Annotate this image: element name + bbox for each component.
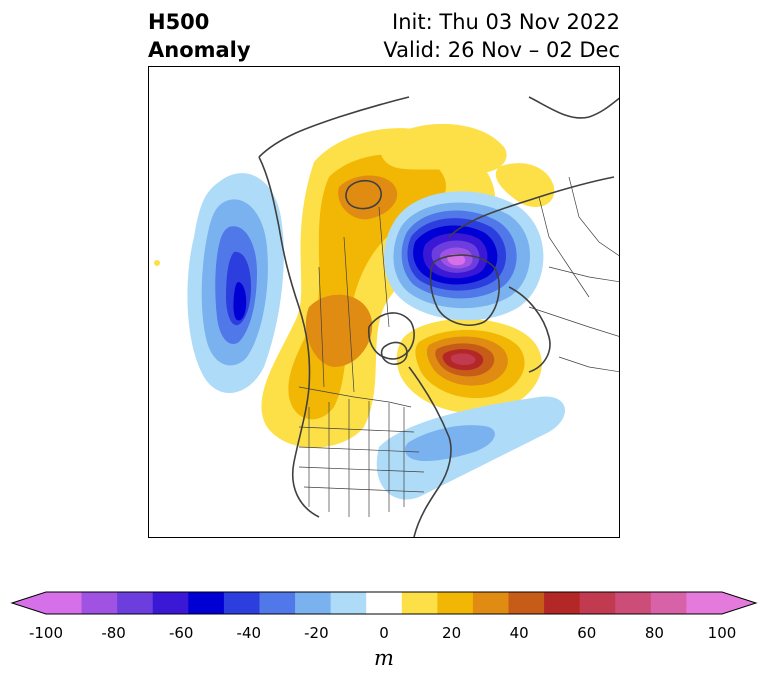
map-title-left: H500 Anomaly (148, 8, 251, 64)
colorbar-tick-label: 60 (577, 624, 597, 642)
colorbar-tick-label: 100 (707, 624, 737, 642)
colorbar-segment (579, 592, 616, 614)
colorbar (10, 591, 758, 615)
colorbar-tick-label: 40 (509, 624, 529, 642)
colorbar-unit: m (374, 646, 394, 670)
colorbar-segment (437, 592, 474, 614)
init-date: Init: Thu 03 Nov 2022 (392, 10, 620, 34)
trough-ne-pacific (187, 173, 284, 394)
trough-eastern-us (376, 396, 566, 500)
title-variable: H500 (148, 10, 210, 34)
colorbar-tick-label: -60 (168, 624, 194, 642)
colorbar-segment (401, 592, 438, 614)
colorbar-tick-label: -100 (28, 624, 64, 642)
colorbar-tick-label: 0 (379, 624, 389, 642)
valid-range: Valid: 26 Nov – 02 Dec (383, 38, 620, 62)
ridge-greenland (396, 318, 542, 414)
colorbar-segment (686, 592, 723, 614)
colorbar-segment (81, 592, 118, 614)
colorbar-segment (46, 592, 83, 614)
map-canvas (154, 96, 619, 537)
colorbar-over-arrow (722, 592, 756, 614)
colorbar-segment (117, 592, 154, 614)
colorbar-tick-label: -80 (101, 624, 126, 642)
colorbar-segment (259, 592, 296, 614)
colorbar-segment (615, 592, 652, 614)
colorbar-tick-label: -20 (304, 624, 329, 642)
colorbar-segment (295, 592, 332, 614)
colorbar-segment (366, 592, 403, 614)
colorbar-segment (472, 592, 510, 614)
coastlines (258, 96, 619, 537)
colorbar-tick-label: -40 (236, 624, 262, 642)
anomaly-map (148, 66, 620, 538)
colorbar-tick-label: 20 (442, 624, 462, 642)
colorbar-tick-label: 80 (644, 624, 664, 642)
colorbar-segment (223, 592, 260, 614)
colorbar-segments (46, 592, 723, 614)
colorbar-segment (188, 592, 225, 614)
colorbar-outline (10, 591, 758, 615)
colorbar-under-arrow (12, 592, 46, 614)
colorbar-segment (544, 592, 581, 614)
borders (298, 176, 619, 517)
colorbar-segment (508, 592, 545, 614)
colorbar-segment (650, 592, 687, 614)
map-title-right: Init: Thu 03 Nov 2022 Valid: 26 Nov – 02… (383, 8, 620, 64)
colorbar-segment (152, 592, 189, 614)
colorbar-segment (330, 592, 367, 614)
title-field: Anomaly (148, 38, 251, 62)
